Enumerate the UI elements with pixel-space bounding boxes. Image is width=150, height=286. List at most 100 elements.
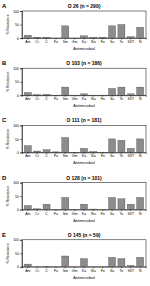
tick: Sm xyxy=(63,38,68,44)
tick: Su xyxy=(110,267,114,273)
axis-line xyxy=(20,12,23,39)
tick: 100 xyxy=(13,124,22,128)
bar xyxy=(118,140,125,152)
bar xyxy=(80,259,87,267)
tick-label: N xyxy=(139,269,142,273)
bar xyxy=(52,266,59,267)
tick: Na xyxy=(91,152,96,158)
y-axis: 050100 xyxy=(13,10,22,41)
bar xyxy=(62,87,69,95)
bar xyxy=(90,266,97,267)
title: O 103 (n = 186) xyxy=(66,60,102,66)
bar xyxy=(62,26,69,38)
bars xyxy=(24,256,143,267)
tick: SXT xyxy=(127,152,135,158)
tick: Fo xyxy=(101,267,105,273)
bar xyxy=(43,266,50,267)
tick-label: SXT xyxy=(127,212,135,216)
tick: 100 xyxy=(13,238,22,242)
tick-label: Te xyxy=(120,212,124,216)
tick: 100 xyxy=(13,181,22,185)
bar xyxy=(34,94,41,95)
bar xyxy=(80,36,87,38)
tick-label: 0 xyxy=(17,151,19,155)
tick: Gm xyxy=(72,210,78,216)
bar xyxy=(118,87,125,95)
tick: Su xyxy=(110,210,114,216)
tick: Cr xyxy=(35,267,40,273)
tick-label: Ka xyxy=(82,154,86,158)
x-axis: AmCrCFuSmGmKaNaFoSuTeSXTN xyxy=(23,38,147,44)
tick-label: 100 xyxy=(13,124,19,128)
panel: AO 26 (n = 290)050100AmCrCFuSmGmKaNaFoSu… xyxy=(2,3,147,51)
bar xyxy=(71,95,78,96)
panel: BO 103 (n = 186)050100AmCrCFuSmGmKaNaFoS… xyxy=(2,60,147,108)
tick-label: C xyxy=(45,97,48,101)
tick-mark xyxy=(20,152,22,153)
tick: Sm xyxy=(63,267,68,273)
tick-label: 50 xyxy=(15,195,19,199)
bar xyxy=(127,148,134,152)
tick-label: Na xyxy=(91,269,96,273)
tick-label: Fu xyxy=(54,40,58,44)
tick-label: 50 xyxy=(15,80,19,84)
tick: C xyxy=(45,210,48,216)
tick-label: Su xyxy=(110,40,114,44)
tick-label: Fu xyxy=(54,154,58,158)
bar xyxy=(62,197,69,209)
tick-label: Te xyxy=(120,154,124,158)
tick: Sm xyxy=(63,95,68,101)
tick-label: Na xyxy=(91,97,96,101)
bar xyxy=(52,209,59,210)
tick: N xyxy=(139,152,142,158)
tick-label: Cr xyxy=(35,154,40,158)
tick: Na xyxy=(91,210,96,216)
tick: Ka xyxy=(82,95,86,101)
tick-label: Na xyxy=(91,154,96,158)
bars xyxy=(24,25,143,39)
bar xyxy=(62,256,69,267)
tick: Ka xyxy=(82,267,86,273)
tick-mark xyxy=(20,183,22,184)
axis-line xyxy=(20,183,23,210)
tick-label: Su xyxy=(110,97,114,101)
tick: Fu xyxy=(54,152,58,158)
tick-label: Su xyxy=(110,154,114,158)
plot-frame xyxy=(22,183,146,210)
tick: Fu xyxy=(54,95,58,101)
bar xyxy=(24,93,31,96)
tick: C xyxy=(45,152,48,158)
tick: N xyxy=(139,267,142,273)
tick-label: Su xyxy=(110,269,114,273)
tick-label: Fo xyxy=(101,154,105,158)
bar xyxy=(71,152,78,153)
tick: Gm xyxy=(72,38,78,44)
bar xyxy=(137,197,144,209)
tick-label: Gm xyxy=(72,40,78,44)
tick: Sm xyxy=(63,152,68,158)
bar xyxy=(109,139,116,153)
tick: Am xyxy=(25,210,30,216)
tick: Na xyxy=(91,267,96,273)
tick-label: Fu xyxy=(54,97,58,101)
tick-label: Na xyxy=(91,40,96,44)
bars xyxy=(24,138,143,153)
panel: EO 145 (n = 59)050100AmCrCFuSmGmKaNaFoSu… xyxy=(2,232,147,280)
bar xyxy=(80,204,87,209)
title: O 145 (n = 59) xyxy=(68,232,101,238)
bar xyxy=(52,151,59,152)
x-axis: AmCrCFuSmGmKaNaFoSuTeSXTN xyxy=(23,95,147,101)
y-axis: 050100 xyxy=(13,181,22,212)
tick-mark xyxy=(20,68,22,69)
bar xyxy=(52,95,59,96)
bar xyxy=(80,94,87,95)
tick-label: Sm xyxy=(63,269,68,273)
bar xyxy=(43,204,50,209)
bar xyxy=(137,87,144,95)
x-axis-title: Antimicrobial xyxy=(73,47,95,51)
tick-label: Ka xyxy=(82,269,86,273)
tick-label: 0 xyxy=(17,265,19,269)
tick: C xyxy=(45,267,48,273)
tick-mark xyxy=(20,25,22,26)
tick: 50 xyxy=(15,138,22,142)
